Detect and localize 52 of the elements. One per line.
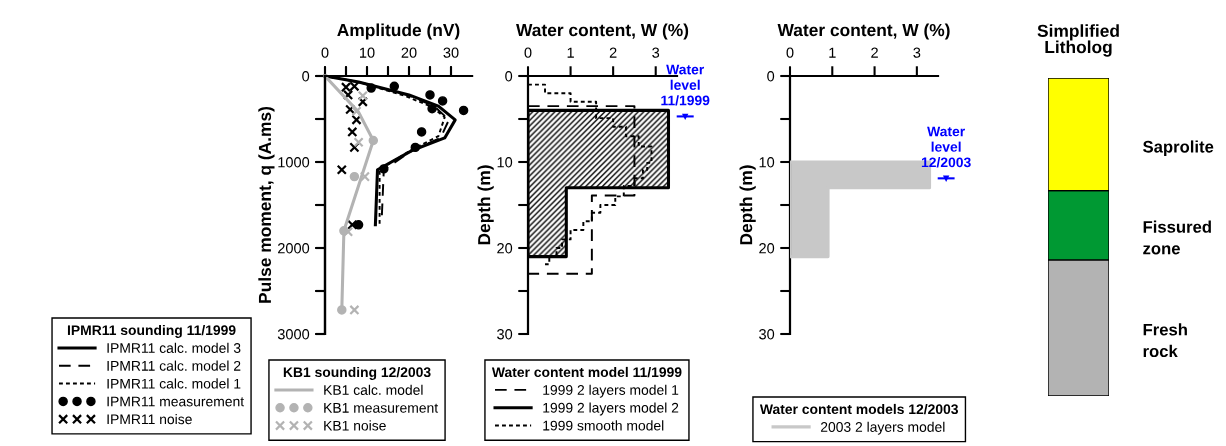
legend-label: KB1 noise <box>324 420 386 431</box>
x-tick-label: 1 <box>567 47 574 58</box>
legend-label: IPMR11 calc. model 2 <box>107 360 241 371</box>
x-tick-label: 30 <box>443 47 459 58</box>
x-tick-label: 1 <box>829 47 836 58</box>
legend-label: IPMR11 measurement <box>107 396 245 407</box>
legend-title: Water content model 11/1999 <box>491 366 682 378</box>
y-axis-title: Pulse moment, q (A.ms) <box>258 106 275 303</box>
ref-line-label: Water level 11/1999 <box>661 64 710 106</box>
legend-title: Water content models 12/2003 <box>759 403 959 415</box>
x-tick-label: 20 <box>401 47 417 58</box>
text: Saprolite <box>1143 140 1214 156</box>
legend-label: IPMR11 calc. model 1 <box>107 378 241 389</box>
x-axis-title: Water content, W (%) <box>516 23 689 40</box>
y-tick-label: 3000 <box>277 329 310 340</box>
y-axis-title: Depth (m) <box>739 165 756 245</box>
x-tick-label: 2 <box>609 47 617 58</box>
y-tick-label: 30 <box>759 329 775 340</box>
x-axis-title: Amplitude (nV) <box>337 23 460 40</box>
legend-title: KB1 sounding 12/2003 <box>283 366 431 380</box>
x-axis-title: Water content, W (%) <box>777 23 950 40</box>
legend-label: IPMR11 noise <box>107 413 192 425</box>
legend-label: 1999 2 layers model 2 <box>543 402 679 416</box>
x-tick-label: 0 <box>524 47 532 58</box>
y-tick-label: 20 <box>759 243 775 254</box>
y-tick-label: 30 <box>497 329 513 340</box>
text: Fissured zone <box>1143 220 1211 255</box>
y-tick-label: 10 <box>497 157 513 168</box>
legend-label: IPMR11 calc. model 3 <box>107 342 241 353</box>
legend-label: 1999 smooth model <box>543 420 664 431</box>
y-axis-title: Depth (m) <box>477 165 494 245</box>
x-tick-label: 0 <box>321 47 329 58</box>
legend-title: IPMR11 sounding 11/1999 <box>67 324 236 338</box>
ref-line-label: Water level 12/2003 <box>921 126 971 168</box>
x-tick-label: 0 <box>786 47 794 58</box>
x-tick-label: 10 <box>360 47 375 58</box>
y-tick-label: 1000 <box>278 157 310 168</box>
y-tick-label: 20 <box>497 243 513 254</box>
legend-label: 1999 2 layers model 1 <box>543 384 679 398</box>
y-tick-label: 0 <box>767 71 775 82</box>
y-tick-label: 0 <box>505 71 513 82</box>
chart-title: Simplified Litholog <box>1037 24 1119 57</box>
text: Fresh rock <box>1143 323 1187 358</box>
legend-label: KB1 calc. model <box>324 384 423 395</box>
y-tick-label: 2000 <box>278 243 310 254</box>
legend-label: KB1 measurement <box>324 403 439 413</box>
x-tick-label: 3 <box>652 47 660 58</box>
x-tick-label: 2 <box>871 47 878 58</box>
x-tick-label: 3 <box>913 47 921 58</box>
y-tick-label: 0 <box>302 71 310 82</box>
legend-label: 2003 2 layers model <box>820 421 945 435</box>
y-tick-label: 10 <box>759 157 775 168</box>
